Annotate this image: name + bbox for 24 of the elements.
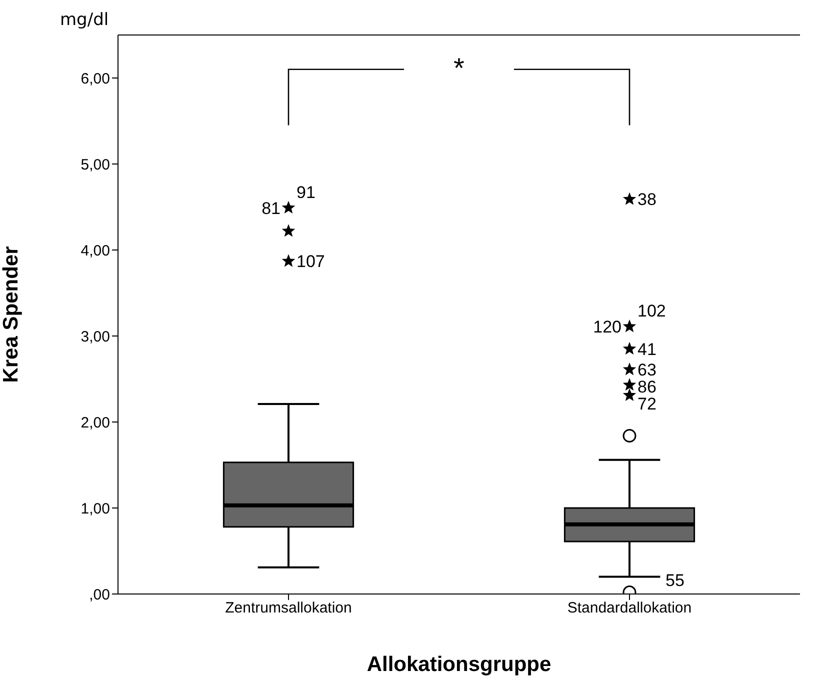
annotation: * — [454, 52, 465, 84]
annotation: 107 — [296, 252, 325, 272]
x-tick-label: Zentrumsallokation — [225, 600, 352, 617]
annotation: 63 — [638, 360, 656, 380]
annotation: 102 — [638, 301, 666, 320]
text: mg/dl — [60, 10, 109, 30]
x-tick-label: Standardallokation — [567, 600, 692, 617]
annotation: 72 — [638, 394, 656, 414]
y-tick-label: ,00 — [89, 586, 110, 604]
annotation: 81 — [262, 198, 280, 218]
annotation: 120 — [593, 317, 622, 336]
annotation: 91 — [296, 182, 316, 202]
y-axis-title: Krea Spender — [0, 246, 22, 383]
annotation: 86 — [638, 377, 656, 396]
annotation: 55 — [666, 570, 684, 590]
x-axis-title: Allokationsgruppe — [366, 653, 552, 676]
y-tick-label: 1,00 — [80, 500, 110, 518]
y-tick-label: 5,00 — [80, 156, 110, 174]
y-tick-label: 2,00 — [80, 414, 110, 432]
annotation: 38 — [638, 190, 656, 210]
y-tick-label: 3,00 — [80, 328, 110, 346]
y-tick-label: 4,00 — [80, 242, 110, 260]
y-tick-label: 6,00 — [80, 70, 110, 88]
annotation: 41 — [638, 340, 656, 359]
